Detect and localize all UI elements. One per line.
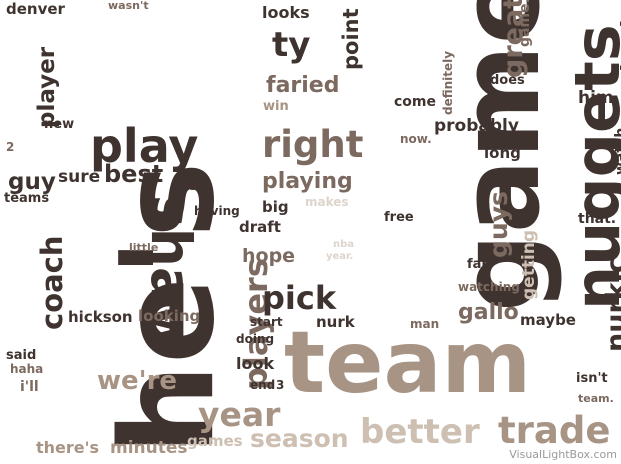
word-long: long	[484, 144, 521, 162]
word-watching: watching	[458, 280, 520, 294]
word-best: best	[104, 160, 164, 188]
word-doing: doing	[236, 332, 275, 346]
word-year: year	[198, 395, 281, 434]
word-year-period: year.	[326, 251, 354, 262]
word-theres: there's	[36, 438, 100, 457]
word-coach: coach	[35, 235, 69, 330]
word-play: play	[90, 119, 199, 173]
word-hope: hope	[242, 245, 296, 267]
word-post: post	[171, 179, 204, 194]
word-trade: trade	[498, 409, 611, 452]
word-looks: looks	[262, 3, 310, 22]
word-point: point	[339, 8, 363, 70]
word-guys: guys	[484, 191, 513, 258]
word-makes: makes	[305, 195, 349, 209]
word-definitely: definitely	[441, 50, 455, 115]
word-faried: faried	[266, 73, 340, 98]
word-man: man	[410, 317, 440, 331]
word-free: free	[384, 210, 414, 225]
word-denver: denver	[6, 0, 65, 18]
word-minutes: minutes	[110, 438, 188, 458]
word-gallo: gallo	[458, 300, 519, 325]
word-draft: draft	[239, 218, 281, 236]
word-probably: probably	[434, 116, 519, 136]
word-start: start	[250, 315, 283, 329]
word-nurk: nurk	[316, 313, 355, 331]
word-team-period: team.	[578, 392, 614, 405]
word-haha: haha	[10, 362, 44, 376]
word-teams: teams	[4, 191, 50, 206]
word-ill: i'll	[20, 379, 39, 395]
word-new: new	[44, 117, 75, 132]
word-season: season	[250, 424, 349, 453]
word-sure: sure	[58, 167, 101, 187]
watermark-text: VisualLightBox.com	[509, 448, 617, 461]
word-ty: ty	[272, 25, 311, 65]
word-games: games	[187, 432, 243, 450]
word-isnt: isn't	[576, 371, 608, 386]
word-looking: looking	[138, 307, 201, 325]
word-that: that.	[578, 211, 617, 227]
word-end: end	[250, 378, 276, 392]
word-guy: guy	[8, 169, 56, 195]
word-little: little	[129, 241, 159, 254]
word-now: now.	[400, 132, 432, 146]
word-2: 2	[6, 140, 15, 154]
word-better: better	[360, 412, 480, 452]
word-having: having	[194, 204, 240, 218]
word-getting: getting	[519, 229, 539, 300]
word-said: said	[6, 348, 37, 363]
word-him: him.	[578, 88, 621, 108]
word-fan: fan	[467, 257, 491, 272]
word-nba: nba	[333, 239, 355, 250]
word-game-period: game.	[517, 0, 533, 47]
word-big: big	[262, 198, 289, 216]
word-does: does	[490, 73, 525, 88]
word-maybe: maybe	[520, 311, 576, 329]
word-come: come	[394, 94, 436, 110]
word-playing: playing	[262, 169, 353, 194]
word-right: right	[262, 123, 364, 166]
word-wasnt: wasn't	[108, 0, 149, 12]
word-team: team	[284, 313, 532, 413]
word-look: look	[236, 354, 275, 373]
word-player: player	[34, 46, 60, 128]
word-hickson: hickson	[68, 308, 133, 326]
word-3: 3	[276, 378, 285, 392]
word-shaw: shaw	[139, 195, 203, 355]
word-were: we're	[97, 366, 178, 396]
word-nurkic: nurkic	[601, 257, 621, 352]
word-watch: watch	[613, 127, 621, 175]
word-pick: pick	[262, 279, 337, 317]
word-win: win	[263, 99, 289, 114]
